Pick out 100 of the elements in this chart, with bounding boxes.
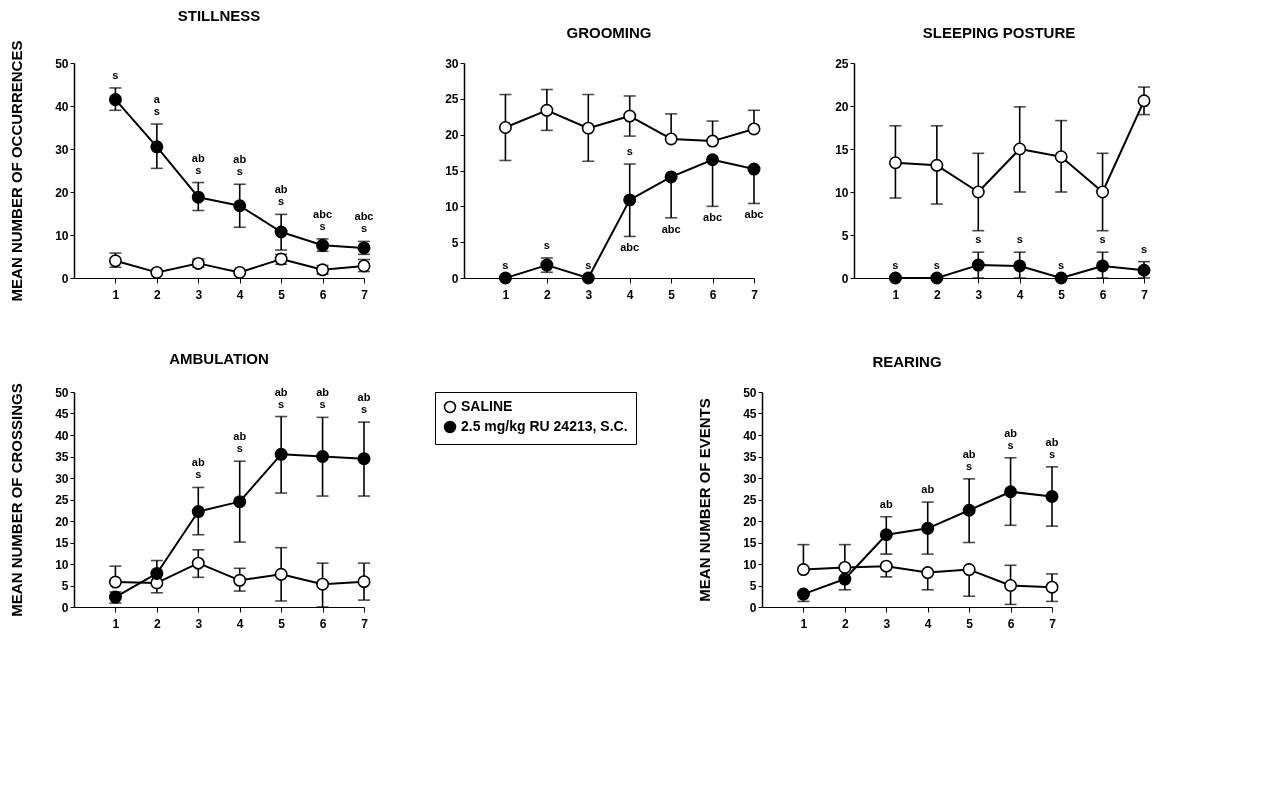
y-tick-label: 45 xyxy=(55,407,69,421)
annotation: ab s xyxy=(274,183,288,208)
point xyxy=(1054,271,1068,285)
y-tick-label: 25 xyxy=(835,56,849,71)
x-tick-label: 7 xyxy=(361,616,369,631)
point xyxy=(888,156,902,170)
y-tick-label: 45 xyxy=(743,407,757,421)
point xyxy=(150,140,164,154)
y-tick-label: 40 xyxy=(55,99,69,114)
x-tick-label: 6 xyxy=(319,616,327,631)
point xyxy=(623,109,637,123)
x-tick-label: 4 xyxy=(924,616,932,631)
point xyxy=(108,93,122,107)
x-tick-label: 2 xyxy=(544,287,552,302)
annotation: s xyxy=(975,233,982,246)
point xyxy=(233,199,247,213)
annotation: ab s xyxy=(233,153,247,178)
point xyxy=(1004,485,1018,499)
annotation: a s xyxy=(153,93,161,118)
y-tick-label: 40 xyxy=(55,428,69,443)
y-tick-label: 0 xyxy=(61,271,69,286)
point xyxy=(796,563,810,577)
x-tick-label: 6 xyxy=(1007,616,1015,631)
annotation: abc s xyxy=(354,210,374,235)
point xyxy=(1096,259,1110,273)
x-tick-label: 3 xyxy=(195,287,203,302)
y-tick-label: 5 xyxy=(451,235,459,250)
point xyxy=(1013,259,1027,273)
annotation: abc s xyxy=(313,207,333,232)
y-axis-title: MEAN NUMBER OF EVENTS xyxy=(696,398,714,602)
point xyxy=(1137,94,1151,108)
y-tick-label: 15 xyxy=(743,536,757,550)
chart-title: AMBULATION xyxy=(169,349,269,367)
y-tick-label: 50 xyxy=(55,385,69,400)
chart-title: GROOMING xyxy=(566,24,652,41)
y-tick-label: 50 xyxy=(55,56,69,71)
chart-title: STILLNESS xyxy=(177,7,261,25)
x-tick-label: 2 xyxy=(842,616,850,631)
x-tick-label: 6 xyxy=(1099,287,1107,302)
point xyxy=(962,563,976,577)
x-tick-label: 2 xyxy=(154,287,162,302)
point xyxy=(357,575,371,589)
x-tick-label: 3 xyxy=(883,616,891,631)
y-tick-label: 25 xyxy=(743,493,757,507)
point xyxy=(706,153,720,167)
y-tick-label: 15 xyxy=(835,142,849,157)
y-axis-title: MEAN NUMBER OF CROSSINGS xyxy=(8,383,26,617)
y-tick-label: 30 xyxy=(743,471,757,486)
point xyxy=(191,505,205,519)
x-tick-label: 4 xyxy=(1016,287,1024,302)
point xyxy=(233,495,247,509)
x-tick-label: 2 xyxy=(934,287,942,302)
point xyxy=(664,132,678,146)
annotation: s xyxy=(626,145,633,158)
point xyxy=(274,567,288,581)
point xyxy=(540,103,554,117)
annotation: s xyxy=(112,68,119,81)
y-tick-label: 50 xyxy=(743,385,757,400)
annotation: ab s xyxy=(191,456,205,481)
annotation: s xyxy=(933,259,940,271)
annotation: abc xyxy=(744,208,764,221)
y-tick-label: 10 xyxy=(743,557,757,572)
x-tick-label: 4 xyxy=(236,616,244,631)
point xyxy=(1045,580,1059,594)
point xyxy=(274,447,288,461)
annotation: s xyxy=(1099,233,1106,246)
point xyxy=(357,452,371,466)
point xyxy=(930,271,944,285)
x-tick-label: 1 xyxy=(892,287,900,302)
y-tick-label: 35 xyxy=(743,450,757,464)
y-tick-label: 0 xyxy=(749,600,757,615)
x-tick-label: 7 xyxy=(1141,287,1149,302)
point xyxy=(879,559,893,573)
y-tick-label: 0 xyxy=(451,271,459,286)
y-tick-label: 25 xyxy=(445,92,459,107)
point xyxy=(747,122,761,136)
x-tick-label: 6 xyxy=(709,287,717,302)
x-tick-label: 7 xyxy=(361,287,369,302)
chart-title: SLEEPING POSTURE xyxy=(922,24,1076,41)
y-axis-title: MEAN NUMBER OF OCCURRENCES xyxy=(8,40,26,302)
x-tick-label: 4 xyxy=(236,287,244,302)
point xyxy=(921,566,935,580)
chart-title: REARING xyxy=(872,353,942,370)
y-tick-label: 5 xyxy=(749,579,757,593)
point xyxy=(838,560,852,574)
point xyxy=(879,528,893,542)
point xyxy=(316,577,330,591)
y-tick-label: 20 xyxy=(835,99,849,114)
point xyxy=(962,503,976,517)
x-tick-label: 1 xyxy=(800,616,808,631)
point xyxy=(191,190,205,204)
annotation: ab xyxy=(921,483,935,496)
x-tick-label: 7 xyxy=(751,287,759,302)
y-tick-label: 20 xyxy=(445,128,459,143)
x-tick-label: 1 xyxy=(502,287,510,302)
y-tick-label: 0 xyxy=(841,271,849,286)
point xyxy=(664,170,678,184)
annotation: s xyxy=(543,238,550,251)
x-tick-label: 1 xyxy=(112,287,120,302)
point xyxy=(1096,185,1110,199)
